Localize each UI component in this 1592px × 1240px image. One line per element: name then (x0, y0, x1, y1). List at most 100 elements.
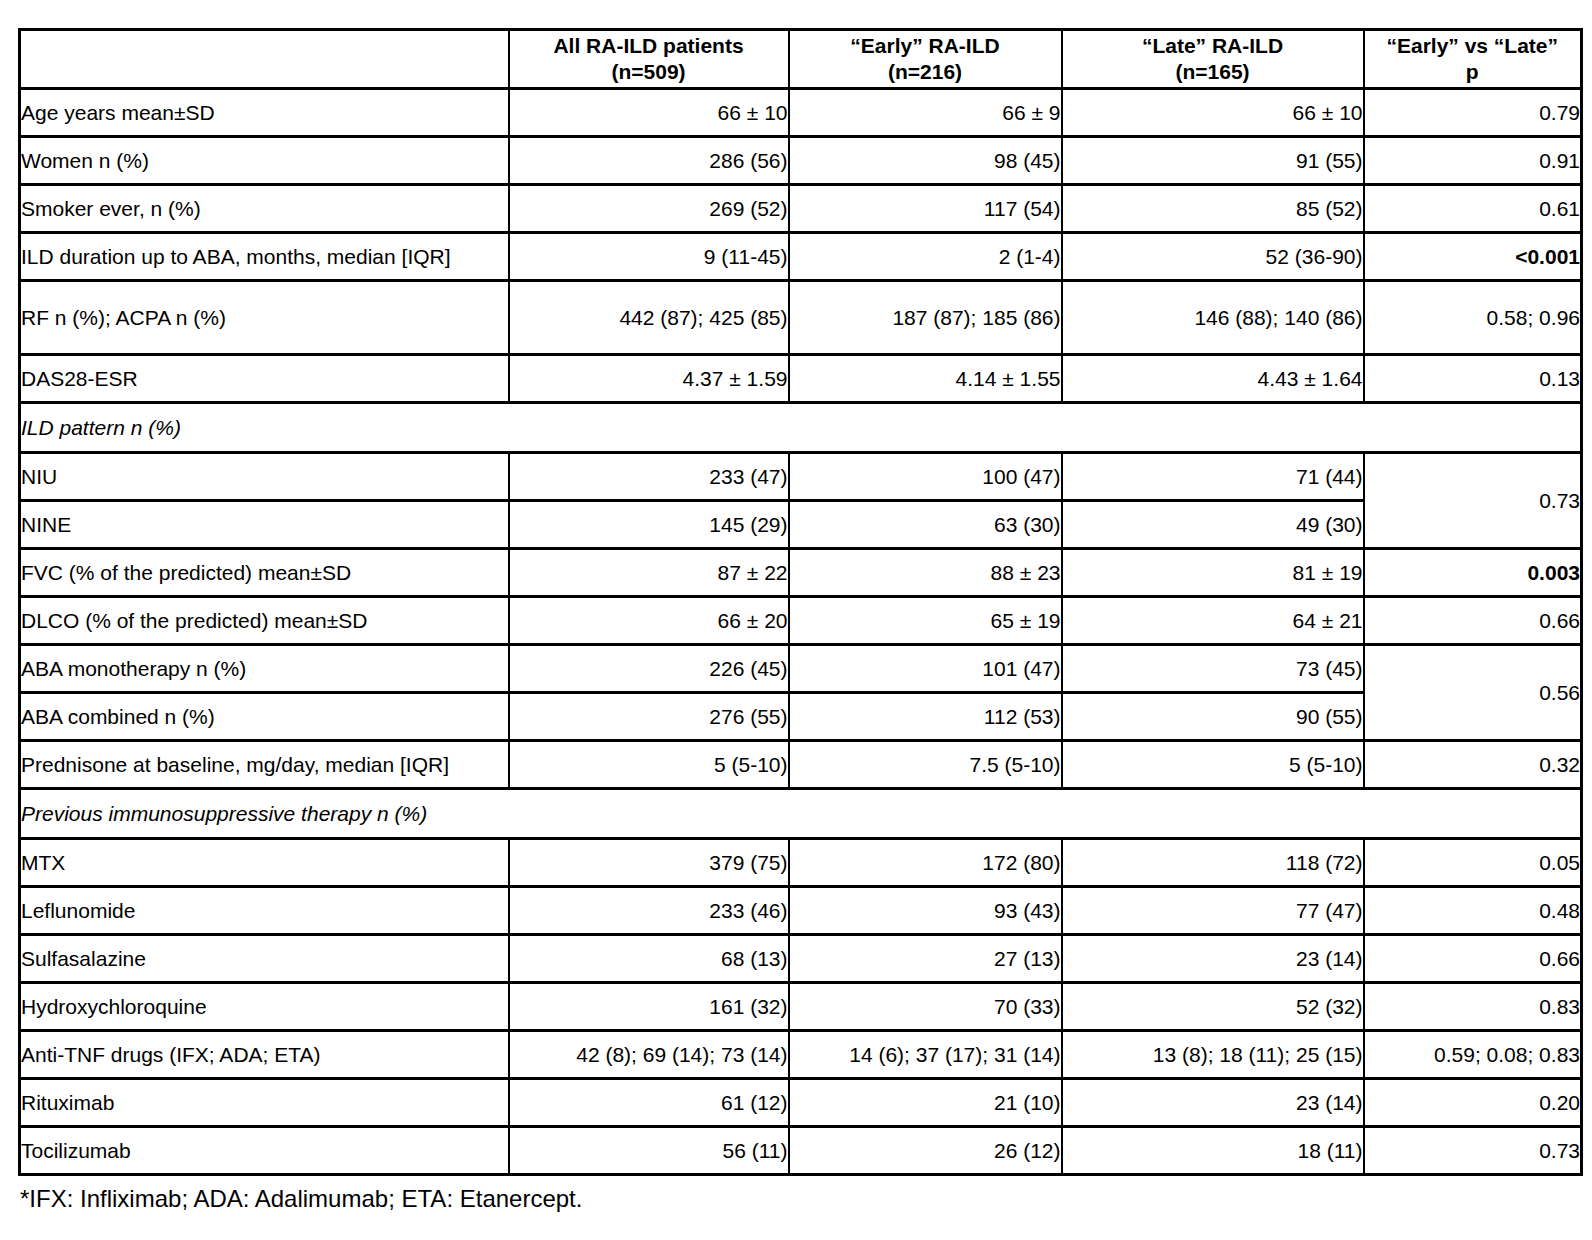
cell-p-value: 0.79 (1364, 89, 1582, 137)
cell-early: 4.14 ± 1.55 (789, 355, 1062, 403)
cell-late: 73 (45) (1062, 645, 1364, 693)
table-row-mtx: MTX 379 (75) 172 (80) 118 (72) 0.05 (20, 839, 1582, 887)
cell-all: 161 (32) (509, 983, 789, 1031)
table-row-nine: NINE 145 (29) 63 (30) 49 (30) (20, 501, 1582, 549)
cell-late: 146 (88); 140 (86) (1062, 281, 1364, 355)
row-label: RF n (%); ACPA n (%) (20, 281, 509, 355)
cell-p-value: 0.66 (1364, 597, 1582, 645)
row-label: Hydroxychloroquine (20, 983, 509, 1031)
cell-early: 21 (10) (789, 1079, 1062, 1127)
section-label: ILD pattern n (%) (20, 403, 1582, 453)
cell-early: 101 (47) (789, 645, 1062, 693)
cell-all: 87 ± 22 (509, 549, 789, 597)
cell-late: 4.43 ± 1.64 (1062, 355, 1364, 403)
table-row-women: Women n (%) 286 (56) 98 (45) 91 (55) 0.9… (20, 137, 1582, 185)
header-line: “Late” RA-ILD (1063, 33, 1363, 59)
header-line: “Early” RA-ILD (790, 33, 1061, 59)
cell-all: 145 (29) (509, 501, 789, 549)
cell-early: 172 (80) (789, 839, 1062, 887)
row-label: ILD duration up to ABA, months, median [… (20, 233, 509, 281)
table-row-age: Age years mean±SD 66 ± 10 66 ± 9 66 ± 10… (20, 89, 1582, 137)
cell-p-value: 0.61 (1364, 185, 1582, 233)
cell-late: 23 (14) (1062, 1079, 1364, 1127)
cell-late: 52 (32) (1062, 983, 1364, 1031)
table-row-dlco: DLCO (% of the predicted) mean±SD 66 ± 2… (20, 597, 1582, 645)
cell-early: 14 (6); 37 (17); 31 (14) (789, 1031, 1062, 1079)
cell-early: 187 (87); 185 (86) (789, 281, 1062, 355)
cell-all: 276 (55) (509, 693, 789, 741)
cell-all: 442 (87); 425 (85) (509, 281, 789, 355)
row-label: ABA combined n (%) (20, 693, 509, 741)
header-line: All RA-ILD patients (510, 33, 788, 59)
cell-early: 7.5 (5-10) (789, 741, 1062, 789)
cell-early: 65 ± 19 (789, 597, 1062, 645)
cell-p-value: 0.20 (1364, 1079, 1582, 1127)
cell-all: 5 (5-10) (509, 741, 789, 789)
cell-all: 66 ± 20 (509, 597, 789, 645)
table-row-ild-duration: ILD duration up to ABA, months, median [… (20, 233, 1582, 281)
table-row-das28: DAS28-ESR 4.37 ± 1.59 4.14 ± 1.55 4.43 ±… (20, 355, 1582, 403)
row-label: Smoker ever, n (%) (20, 185, 509, 233)
table-row-smoker: Smoker ever, n (%) 269 (52) 117 (54) 85 … (20, 185, 1582, 233)
cell-p-value: 0.59; 0.08; 0.83 (1364, 1031, 1582, 1079)
row-label: DLCO (% of the predicted) mean±SD (20, 597, 509, 645)
cell-late: 13 (8); 18 (11); 25 (15) (1062, 1031, 1364, 1079)
table-row-aba-combined: ABA combined n (%) 276 (55) 112 (53) 90 … (20, 693, 1582, 741)
cell-p-value: 0.91 (1364, 137, 1582, 185)
cell-p-value: 0.66 (1364, 935, 1582, 983)
cell-early: 2 (1-4) (789, 233, 1062, 281)
row-label: Anti-TNF drugs (IFX; ADA; ETA) (20, 1031, 509, 1079)
cell-all: 4.37 ± 1.59 (509, 355, 789, 403)
table-row-rituximab: Rituximab 61 (12) 21 (10) 23 (14) 0.20 (20, 1079, 1582, 1127)
header-all-patients: All RA-ILD patients(n=509) (509, 30, 789, 89)
header-p-value: “Early” vs “Late”p (1364, 30, 1582, 89)
cell-late: 23 (14) (1062, 935, 1364, 983)
cell-early: 98 (45) (789, 137, 1062, 185)
cell-p-value: 0.32 (1364, 741, 1582, 789)
cell-late: 118 (72) (1062, 839, 1364, 887)
cell-p-value: <0.001 (1364, 233, 1582, 281)
row-label: ABA monotherapy n (%) (20, 645, 509, 693)
cell-all: 286 (56) (509, 137, 789, 185)
cell-all: 61 (12) (509, 1079, 789, 1127)
cell-early: 27 (13) (789, 935, 1062, 983)
section-row-previous-therapy: Previous immunosuppressive therapy n (%) (20, 789, 1582, 839)
cell-all: 269 (52) (509, 185, 789, 233)
cell-late: 66 ± 10 (1062, 89, 1364, 137)
row-label: DAS28-ESR (20, 355, 509, 403)
cell-early: 117 (54) (789, 185, 1062, 233)
cell-early: 112 (53) (789, 693, 1062, 741)
cell-p-value: 0.05 (1364, 839, 1582, 887)
header-row: All RA-ILD patients(n=509) “Early” RA-IL… (20, 30, 1582, 89)
table-row-leflunomide: Leflunomide 233 (46) 93 (43) 77 (47) 0.4… (20, 887, 1582, 935)
table-container: All RA-ILD patients(n=509) “Early” RA-IL… (18, 28, 1580, 1213)
cell-all: 68 (13) (509, 935, 789, 983)
cell-late: 18 (11) (1062, 1127, 1364, 1175)
cell-all: 233 (46) (509, 887, 789, 935)
cell-p-value-merged: 0.73 (1364, 453, 1582, 549)
table-row-niu: NIU 233 (47) 100 (47) 71 (44) 0.73 (20, 453, 1582, 501)
cell-all: 9 (11-45) (509, 233, 789, 281)
cell-p-value: 0.73 (1364, 1127, 1582, 1175)
header-empty-cell (20, 30, 509, 89)
cell-late: 71 (44) (1062, 453, 1364, 501)
header-line: “Early” vs “Late” (1365, 33, 1581, 59)
cell-early: 26 (12) (789, 1127, 1062, 1175)
table-row-tocilizumab: Tocilizumab 56 (11) 26 (12) 18 (11) 0.73 (20, 1127, 1582, 1175)
cell-late: 85 (52) (1062, 185, 1364, 233)
cell-late: 91 (55) (1062, 137, 1364, 185)
table-row-prednisone: Prednisone at baseline, mg/day, median [… (20, 741, 1582, 789)
section-row-ild-pattern: ILD pattern n (%) (20, 403, 1582, 453)
cell-late: 81 ± 19 (1062, 549, 1364, 597)
table-row-rf-acpa: RF n (%); ACPA n (%) 442 (87); 425 (85) … (20, 281, 1582, 355)
cell-late: 5 (5-10) (1062, 741, 1364, 789)
cell-early: 63 (30) (789, 501, 1062, 549)
row-label: Rituximab (20, 1079, 509, 1127)
cell-late: 90 (55) (1062, 693, 1364, 741)
header-subline: (n=216) (790, 59, 1061, 85)
cell-p-value: 0.003 (1364, 549, 1582, 597)
cell-late: 77 (47) (1062, 887, 1364, 935)
patient-characteristics-table: All RA-ILD patients(n=509) “Early” RA-IL… (18, 28, 1583, 1176)
row-label: NINE (20, 501, 509, 549)
cell-early: 93 (43) (789, 887, 1062, 935)
